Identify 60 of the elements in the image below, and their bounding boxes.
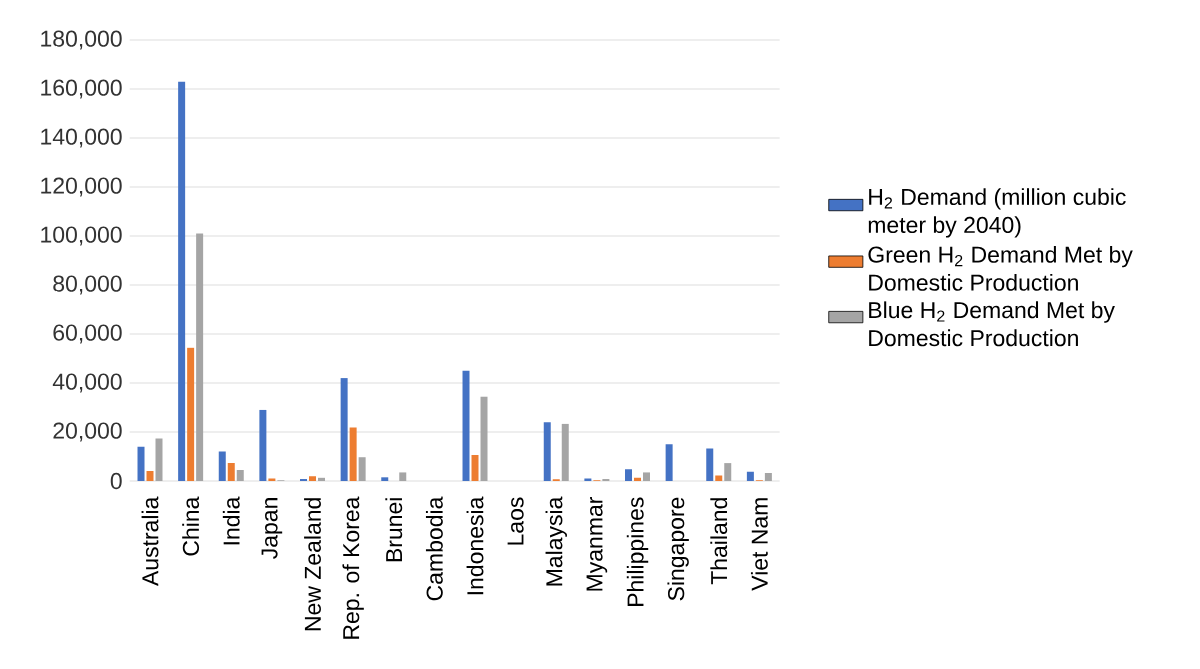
- bar: [358, 457, 366, 481]
- bar: [625, 469, 633, 481]
- x-tick-label: China: [182, 496, 200, 556]
- bar: [561, 423, 569, 481]
- bar: [218, 451, 226, 481]
- x-tick-label: Australia: [141, 496, 159, 587]
- bar: [381, 477, 389, 481]
- x-tick-label: India: [222, 496, 240, 545]
- x-tick-label: Brunei: [385, 498, 403, 562]
- x-tick-label: Singapore: [667, 497, 689, 601]
- y-tick-label: 140,000: [41, 128, 122, 148]
- bar: [309, 476, 317, 481]
- x-tick-label: Japan: [261, 498, 283, 559]
- x-tick-label: Indonesia: [466, 496, 484, 595]
- bar: [724, 463, 732, 481]
- bar: [746, 471, 754, 481]
- y-tick-label: 0: [110, 472, 122, 490]
- y-tick-label: 20,000: [53, 422, 122, 442]
- bar: [155, 438, 163, 481]
- bar: [196, 233, 204, 481]
- x-tick-label: Myanmar: [586, 496, 608, 591]
- bar: [634, 477, 641, 481]
- bar: [227, 463, 235, 481]
- x-tick-label: Rep. of Korea: [342, 496, 364, 639]
- y-tick-label: 80,000: [53, 275, 122, 295]
- bar: [706, 448, 714, 481]
- legend-label: Blue H$_{2}$ Demand Met by Domestic Production: [869, 301, 1115, 347]
- y-tick-label: 120,000: [41, 177, 122, 197]
- bar: [665, 444, 673, 481]
- bar: [318, 477, 326, 481]
- bar: [543, 422, 551, 481]
- legend-label: H$_{2}$ Demand (million cubic meter by 2040): [868, 188, 1126, 238]
- x-tick-label: Viet Nam: [750, 498, 768, 591]
- bar: [187, 347, 195, 481]
- bar: [137, 446, 145, 481]
- y-tick-label: 60,000: [53, 324, 122, 344]
- x-tick-label: Thailand: [710, 498, 728, 585]
- bar: [178, 81, 186, 481]
- bar: [462, 370, 470, 481]
- bar: [480, 396, 488, 481]
- y-tick-label: 40,000: [52, 373, 122, 393]
- y-tick-label: 100,000: [41, 226, 122, 246]
- x-tick-label: Philippines: [626, 497, 649, 606]
- bar: [340, 378, 348, 481]
- bar: [146, 470, 154, 481]
- bar: [764, 472, 772, 481]
- bar: [715, 475, 723, 481]
- legend-label: Green H$_{2}$ Demand Met by Domestic Production: [868, 245, 1133, 291]
- x-tick-label: New Zealand: [304, 498, 321, 631]
- x-tick-label: Malaysia: [545, 496, 567, 586]
- y-tick-label: 160,000: [41, 79, 122, 99]
- y-tick-label: 180,000: [41, 30, 122, 50]
- x-tick-label: Cambodia: [425, 496, 443, 601]
- bar: [399, 472, 407, 481]
- bar: [259, 409, 267, 481]
- bar: [236, 469, 244, 481]
- bar: [643, 472, 650, 481]
- x-tick-label: Laos: [507, 497, 524, 545]
- bar: [471, 455, 479, 481]
- bar: [349, 427, 357, 481]
